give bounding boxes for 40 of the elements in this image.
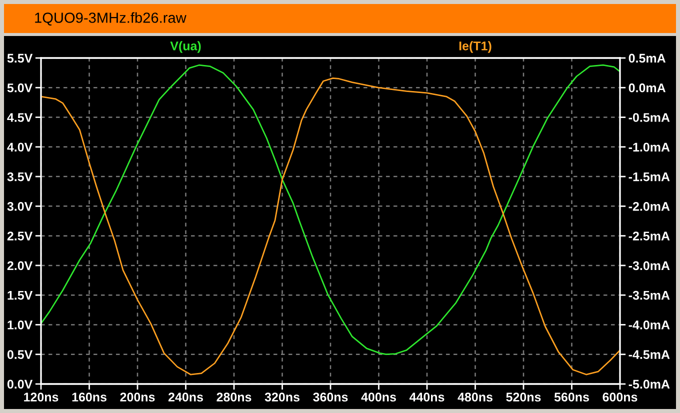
x-tick-label: 600ns: [602, 392, 638, 402]
y-tick-label: 1.0V: [8, 320, 33, 330]
x-tick-label: 160ns: [72, 392, 106, 402]
x-tick-label: 120ns: [24, 392, 58, 402]
y2-tick-label: 0.5mA: [628, 54, 666, 63]
text: Ie(T1): [459, 41, 492, 53]
y2-tick-label: -2.0mA: [628, 202, 670, 211]
x-tick-label: 280ns: [216, 392, 252, 402]
x-tick-label: 520ns: [506, 392, 541, 402]
y2-tick-label: -0.5mA: [628, 113, 670, 122]
x-tick-label: 360ns: [313, 392, 348, 402]
x-tick-label: 560ns: [554, 392, 589, 402]
x-tick-label: 320ns: [264, 392, 300, 402]
y2-tick-label: -1.0mA: [628, 142, 670, 152]
y-tick-label: 3.0V: [7, 202, 33, 211]
y-tick-label: 1.5V: [8, 291, 33, 300]
y-tick-label: 4.0V: [7, 142, 33, 152]
x-tick-label: 400ns: [361, 392, 396, 402]
series-label: V(ua): [170, 41, 201, 53]
x-tick-label: 200ns: [120, 392, 155, 402]
y2-tick-label: -5.0mA: [628, 380, 670, 389]
y-tick-label: 5.0V: [7, 83, 33, 92]
y2-tick-label: -1.5mA: [628, 172, 670, 182]
x-tick-label: 240ns: [168, 392, 203, 402]
x-tick-label: 480ns: [458, 392, 492, 402]
y2-tick-label: -2.5mA: [628, 232, 670, 240]
y-tick-label: 2.5V: [7, 232, 33, 240]
y-tick-label: 0.5V: [7, 350, 33, 360]
y2-tick-label: 0.0mA: [628, 83, 666, 92]
y-tick-label: 0.0V: [7, 380, 33, 389]
y-tick-label: 2.0V: [7, 261, 33, 270]
y2-tick-label: -3.0mA: [628, 261, 670, 270]
y-tick-label: 4.5V: [7, 113, 33, 122]
y-tick-label: 5.5V: [7, 54, 33, 63]
y-tick-label: 3.5V: [7, 172, 33, 182]
y2-tick-label: -3.5mA: [628, 290, 670, 300]
x-tick-label: 440ns: [409, 392, 444, 402]
chart-title: 1QUO9-3MHz.fb26.raw: [35, 12, 186, 26]
y2-tick-label: -4.0mA: [628, 320, 670, 330]
y2-tick-label: -4.5mA: [628, 350, 670, 360]
